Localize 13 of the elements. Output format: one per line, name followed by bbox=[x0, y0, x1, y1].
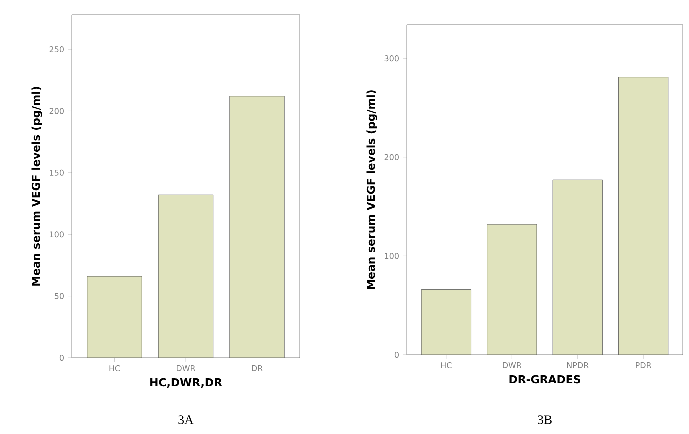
bar bbox=[618, 77, 669, 356]
bar bbox=[487, 224, 538, 356]
bar bbox=[158, 194, 214, 358]
bar bbox=[87, 276, 142, 358]
x-axis-title: DR-GRADES bbox=[510, 375, 580, 384]
text: 3B bbox=[538, 416, 552, 424]
y-axis-title: Mean serum VEGF levels (pg/ml) bbox=[32, 87, 42, 286]
bar bbox=[421, 290, 472, 356]
x-axis-title: HC,DWR,DR bbox=[150, 378, 222, 388]
y-axis-title: Mean serum VEGF levels (pg/ml) bbox=[366, 90, 378, 290]
bar bbox=[230, 96, 285, 358]
bar bbox=[552, 180, 603, 356]
text: 3A bbox=[178, 416, 194, 424]
